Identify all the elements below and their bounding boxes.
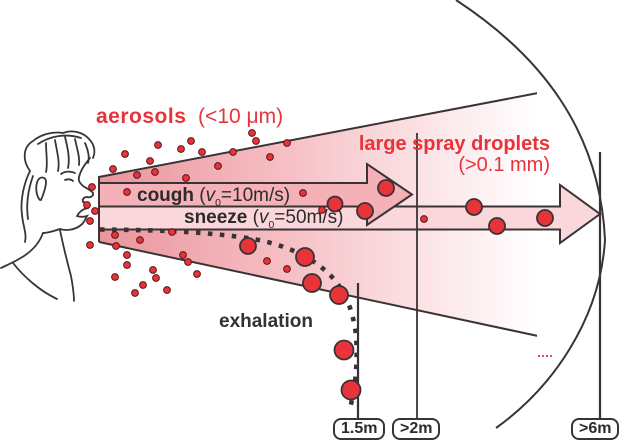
range-arc <box>455 0 607 429</box>
face-profile <box>77 157 95 209</box>
large-droplet-dot <box>465 198 483 216</box>
cough-word: cough <box>137 185 194 206</box>
small-droplet-dot <box>299 189 307 197</box>
sneeze-paren: ( <box>247 207 259 228</box>
large-droplet-dot <box>333 339 355 361</box>
small-droplet-dot <box>168 228 176 236</box>
small-droplet-dot <box>123 188 131 196</box>
small-droplet-dot <box>133 171 141 179</box>
small-droplet-dot <box>109 165 117 173</box>
distance-box-1-5m: 1.5m <box>333 418 386 440</box>
large-droplet-dot <box>239 237 257 255</box>
small-droplet-dot <box>146 157 154 165</box>
small-droplet-dot <box>179 251 187 259</box>
small-droplet-dot <box>151 168 159 176</box>
large-droplet-dot <box>326 195 344 213</box>
eyebrow <box>60 170 76 175</box>
large-droplet-dot <box>536 209 554 227</box>
small-droplet-dot <box>263 257 271 265</box>
eye <box>64 178 74 182</box>
small-droplet-dot <box>214 162 222 170</box>
cough-label: cough (v0=10m/s) <box>137 185 290 209</box>
sneeze-velocity-var: v <box>258 207 269 228</box>
sneeze-velocity-sub: 0 <box>268 219 275 231</box>
sneeze-label: sneeze (v0=50m/s) <box>184 207 343 231</box>
small-droplet-dot <box>420 215 428 223</box>
small-droplet-dot <box>123 251 131 259</box>
distance-box-2m: >2m <box>392 418 441 440</box>
large-droplet-dot <box>377 179 395 197</box>
small-droplet-dot <box>154 141 162 149</box>
small-droplet-dot <box>283 265 291 273</box>
cough-paren: ( <box>194 185 206 206</box>
small-droplet-dot <box>318 206 326 214</box>
open-mouth <box>75 207 90 226</box>
face-sketch <box>0 130 96 302</box>
small-droplet-dot <box>182 174 190 182</box>
hair-bangs <box>45 136 90 173</box>
large-droplet-dot <box>356 202 374 220</box>
hair-back <box>20 170 34 243</box>
large-droplet-dot <box>488 217 506 235</box>
small-droplet-dot <box>88 183 96 191</box>
large-droplets-line2: (>0.1 mm) <box>458 154 550 176</box>
small-droplet-dot <box>248 129 256 137</box>
small-droplet-dot <box>136 236 144 244</box>
distance-box-6m: >6m <box>571 418 620 440</box>
cough-velocity-value: =10m/s) <box>220 185 291 206</box>
small-droplet-dot <box>139 281 147 289</box>
hair-inner-stroke <box>37 134 82 145</box>
small-droplet-dot <box>266 153 274 161</box>
aerosols-label: aerosols (<10 μm) <box>96 105 283 129</box>
small-droplet-dot <box>111 273 119 281</box>
large-droplet-dot <box>295 247 315 267</box>
small-droplet-dot <box>184 258 192 266</box>
small-droplet-dot <box>86 217 94 225</box>
small-droplet-dot <box>91 207 99 215</box>
small-droplet-dot <box>152 274 160 282</box>
small-droplet-dot <box>121 150 129 158</box>
sneeze-word: sneeze <box>184 207 248 228</box>
exhalation-label: exhalation <box>219 311 313 332</box>
small-droplet-dot <box>177 145 185 153</box>
exhalation-path <box>99 227 359 409</box>
large-droplet-dot <box>329 285 349 305</box>
sneeze-velocity-value: =50m/s) <box>274 207 344 228</box>
small-droplet-dot <box>187 137 195 145</box>
small-droplet-dot <box>193 270 201 278</box>
neck-shoulders <box>0 229 75 302</box>
chin-jaw <box>42 224 82 234</box>
small-droplet-dot <box>198 148 206 156</box>
small-droplet-dot <box>131 289 139 297</box>
hair-outline <box>23 130 96 172</box>
droplet-dots-layer <box>83 129 554 401</box>
cough-arrow <box>98 162 414 227</box>
aerosols-label-bold: aerosols <box>96 105 187 128</box>
small-droplet-dot <box>163 286 171 294</box>
large-droplets-label: large spray droplets (>0.1 mm) <box>352 134 550 176</box>
small-droplet-dot <box>111 231 119 239</box>
aerosols-label-size: (<10 μm) <box>186 105 284 128</box>
small-droplet-dot <box>86 241 94 249</box>
small-droplet-dot <box>252 137 260 145</box>
large-droplet-dot <box>340 379 362 401</box>
collar <box>12 262 58 300</box>
small-droplet-dot <box>123 261 131 269</box>
small-droplet-dot <box>83 201 91 209</box>
large-droplets-line1: large spray droplets <box>358 133 550 155</box>
small-droplet-dot <box>283 139 291 147</box>
cough-velocity-sub: 0 <box>215 197 221 209</box>
small-droplet-dot <box>149 266 157 274</box>
small-droplet-dot <box>112 242 120 250</box>
ear <box>35 176 47 201</box>
small-droplet-dot <box>229 148 237 156</box>
large-droplet-dot <box>302 273 322 293</box>
cough-velocity-var: v <box>205 185 216 206</box>
